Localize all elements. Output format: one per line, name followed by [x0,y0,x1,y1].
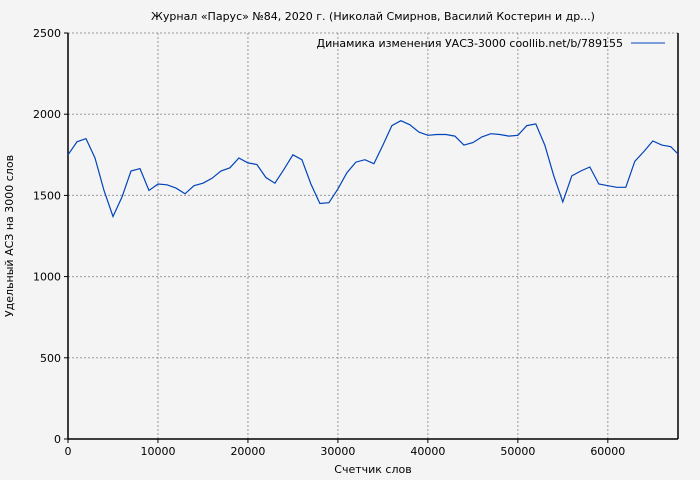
x-tick-label: 30000 [320,445,355,458]
y-tick-label: 2500 [33,27,61,40]
axes [64,32,679,443]
x-tick-label: 50000 [500,445,535,458]
y-axis-label: Удельный АСЗ на 3000 слов [3,155,16,317]
y-tick-label: 1500 [33,189,61,202]
x-tick-label: 40000 [410,445,445,458]
x-tick-label: 20000 [230,445,265,458]
series-line [67,120,679,219]
x-axis-label: Счетчик слов [334,463,411,476]
y-tick-label: 500 [40,352,61,365]
x-tick-label: 60000 [590,445,625,458]
tick-labels: 0 10000 20000 30000 40000 50000 60000 0 500 1000 1… [33,27,625,458]
x-tick-label: 0 [65,445,72,458]
y-tick-label: 0 [54,433,61,446]
y-tick-label: 2000 [33,108,61,121]
grid [68,32,678,439]
y-tick-label: 1000 [33,271,61,284]
chart-title: Журнал «Парус» №84, 2020 г. (Николай Сми… [151,10,595,23]
x-tick-label: 10000 [140,445,175,458]
legend-label: Динамика изменения УАСЗ-3000 coollib.net… [317,37,624,50]
